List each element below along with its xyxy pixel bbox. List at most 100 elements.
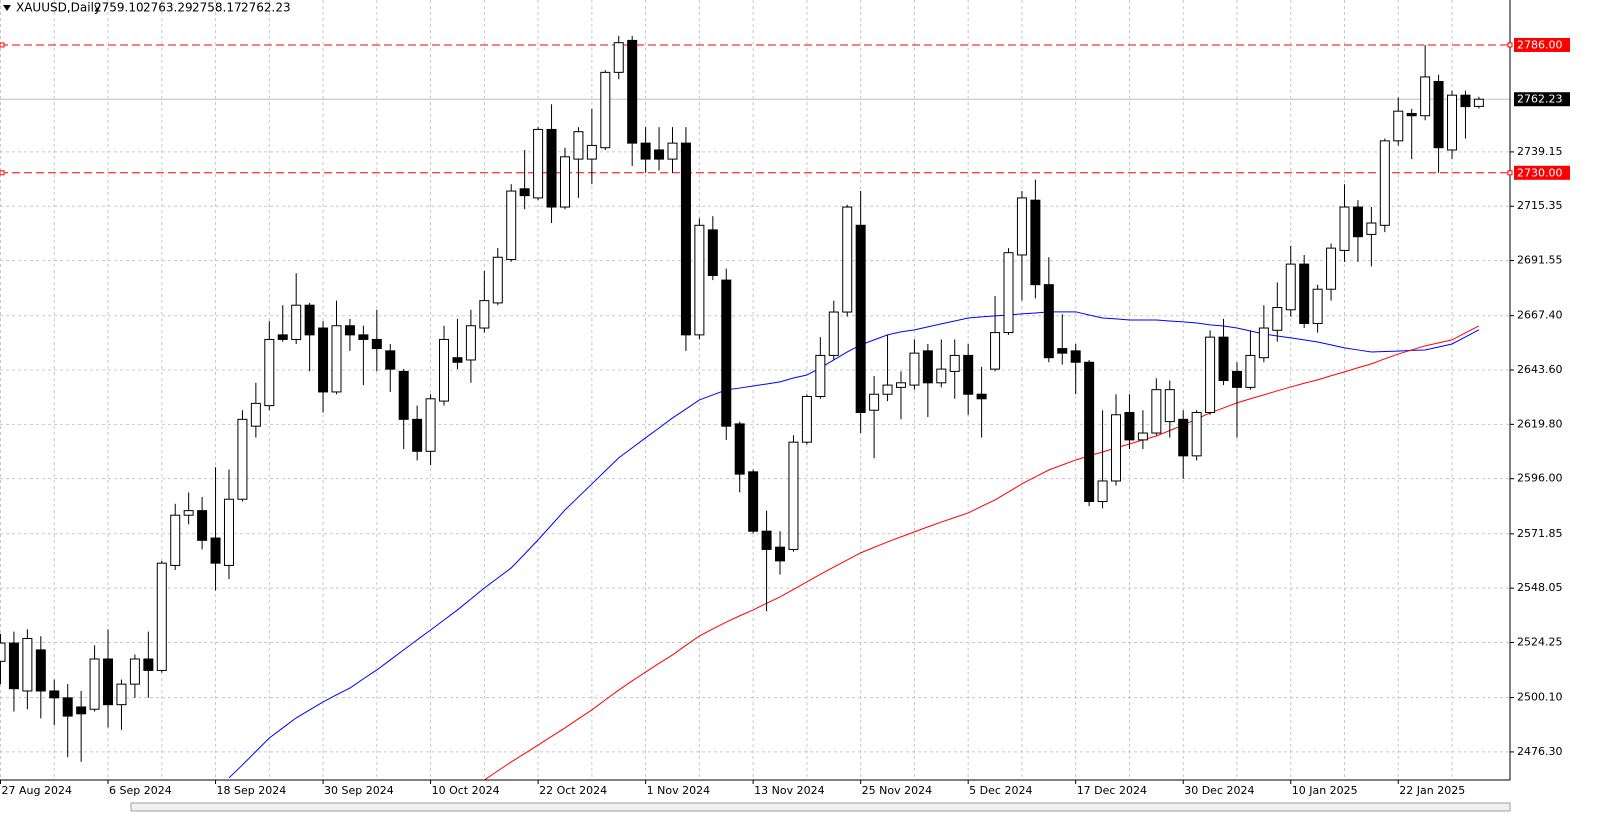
x-tick-label: 13 Nov 2024 [754,784,824,797]
candle-body [721,279,732,427]
candle-body [1272,306,1283,331]
candle-body [949,354,960,372]
y-tick-label: 2691.55 [1517,254,1563,267]
candle-body [533,128,544,199]
candle-body [264,338,275,407]
x-tick-label: 18 Sep 2024 [217,784,287,797]
header-close: 2762.23 [241,1,291,15]
candle-body [828,311,839,356]
candle-body [250,402,261,427]
candle-body [223,498,234,566]
candle-body [1326,247,1337,290]
candle-body [304,304,315,336]
candle-body [103,658,114,706]
candle-body [1433,80,1444,149]
candle-body [371,338,382,350]
candle-body [1016,197,1027,256]
candle-body [667,142,678,160]
candle-body [815,354,826,398]
candle-body [734,423,745,475]
candle-body [1231,370,1242,388]
header-high: 2763.29 [143,1,193,15]
level-label-box [1514,37,1570,52]
candle-body [801,396,812,443]
candle-body [707,229,718,277]
x-tick-label: 25 Nov 2024 [862,784,932,797]
level-handle [0,42,5,48]
candle-body [1003,252,1014,334]
x-tick-label: 1 Nov 2024 [647,784,710,797]
candle-body [506,190,517,261]
candle-body [1030,199,1041,286]
scrollbar[interactable] [130,802,1511,812]
header-open: 2759.10 [94,1,144,15]
y-tick-label: 2715.35 [1517,199,1563,212]
y-tick-label: 2476.30 [1517,745,1563,758]
candle-body [1420,76,1431,117]
candle-body [1406,112,1417,117]
candle-body [1164,389,1175,423]
x-tick-label: 22 Oct 2024 [539,784,607,797]
candle-body [439,338,450,402]
candle-body [143,658,154,671]
candle-body [922,350,933,384]
candle-body [1460,94,1471,108]
candle-body [1057,348,1068,354]
candle-body [1070,350,1081,363]
y-tick-label: 2643.60 [1517,363,1563,376]
candle-body [291,304,302,340]
candle-body [1151,389,1162,434]
x-tick-label: 17 Dec 2024 [1077,784,1147,797]
candle-body [1393,110,1404,142]
candle-body [1218,336,1229,382]
candle-body [788,441,799,550]
candle-body [237,418,248,500]
candle-body [331,325,342,393]
level-label: 2786.00 [1517,38,1563,51]
candle-body [8,642,19,690]
level-handle [1507,170,1513,176]
candle-body [963,354,974,395]
candle-body [344,325,355,336]
level-label-box [1514,165,1570,180]
candle-body [882,384,893,395]
candle-body [748,471,759,532]
candle-body [1473,98,1484,107]
candle-body [116,683,127,706]
y-tick-label: 2619.80 [1517,417,1563,430]
y-tick-label: 2667.40 [1517,309,1563,322]
candle-body [1191,411,1202,457]
y-tick-label: 2739.15 [1517,145,1563,158]
menu-triangle[interactable] [3,5,11,11]
y-tick-label: 2524.25 [1517,635,1563,648]
candle-body [694,224,705,336]
candle-body [1379,140,1390,226]
y-tick-label: 2500.10 [1517,691,1563,704]
candle-body [197,510,208,541]
candle-body [129,658,140,685]
x-tick-label: 10 Oct 2024 [432,784,500,797]
candle-body [1299,263,1310,324]
x-tick-label: 10 Jan 2025 [1292,784,1358,797]
candle-body [519,188,530,197]
level-label: 2762.23 [1517,93,1563,106]
y-tick-label: 2571.85 [1517,527,1563,540]
candle-body [1245,354,1256,388]
candle-body [277,334,288,340]
candle-body [627,39,638,144]
level-label-box [1514,92,1570,107]
candle-body [855,224,866,413]
candle-body [640,142,651,160]
candle-body [559,156,570,208]
candle-body [412,418,423,452]
moving-average-line [484,325,1480,780]
candle-body [990,332,1001,370]
candle-body [1178,418,1189,457]
candle-body [1447,94,1458,151]
candle-body [1097,480,1108,503]
candle-body [35,649,46,692]
candle-body [183,510,194,516]
plot-area [0,35,1510,780]
level-handle [1507,42,1513,48]
